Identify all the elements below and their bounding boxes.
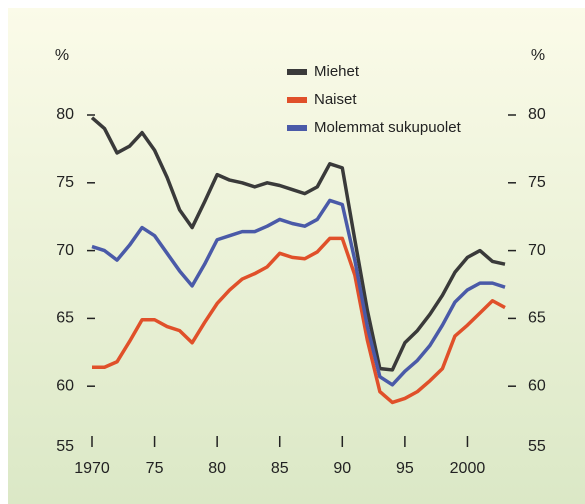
y-tick-label: 70 bbox=[56, 242, 74, 259]
unit-right: % bbox=[531, 47, 545, 64]
x-tick-label: 75 bbox=[146, 460, 164, 477]
y-tick-label-right: 60 bbox=[528, 377, 546, 394]
legend-label: Molemmat sukupuolet bbox=[314, 119, 462, 136]
y-tick-label-right: 80 bbox=[528, 106, 546, 123]
x-tick-label: 85 bbox=[271, 460, 289, 477]
x-tick-label: 1970 bbox=[74, 460, 110, 477]
background bbox=[8, 8, 585, 504]
y-tick-label: 55 bbox=[56, 438, 74, 455]
x-tick-label: 2000 bbox=[450, 460, 486, 477]
y-tick-label: 65 bbox=[56, 310, 74, 327]
line-series bbox=[91, 198, 506, 387]
y-tick-label: 80 bbox=[56, 106, 74, 123]
legend-label: Naiset bbox=[314, 91, 357, 108]
y-tick-label-right: 65 bbox=[528, 310, 546, 327]
y-tick-label: 60 bbox=[56, 377, 74, 394]
line-series bbox=[90, 116, 506, 372]
x-tick-label: 95 bbox=[396, 460, 414, 477]
unit-left: % bbox=[55, 47, 69, 64]
line-series bbox=[92, 236, 506, 405]
x-tick-label: 80 bbox=[208, 460, 226, 477]
y-tick-label-right: 55 bbox=[528, 438, 546, 455]
y-tick-label: 75 bbox=[56, 174, 74, 191]
x-tick-label: 90 bbox=[333, 460, 351, 477]
legend-label: Miehet bbox=[314, 63, 360, 80]
y-tick-label-right: 75 bbox=[528, 174, 546, 191]
y-tick-label-right: 70 bbox=[528, 242, 546, 259]
